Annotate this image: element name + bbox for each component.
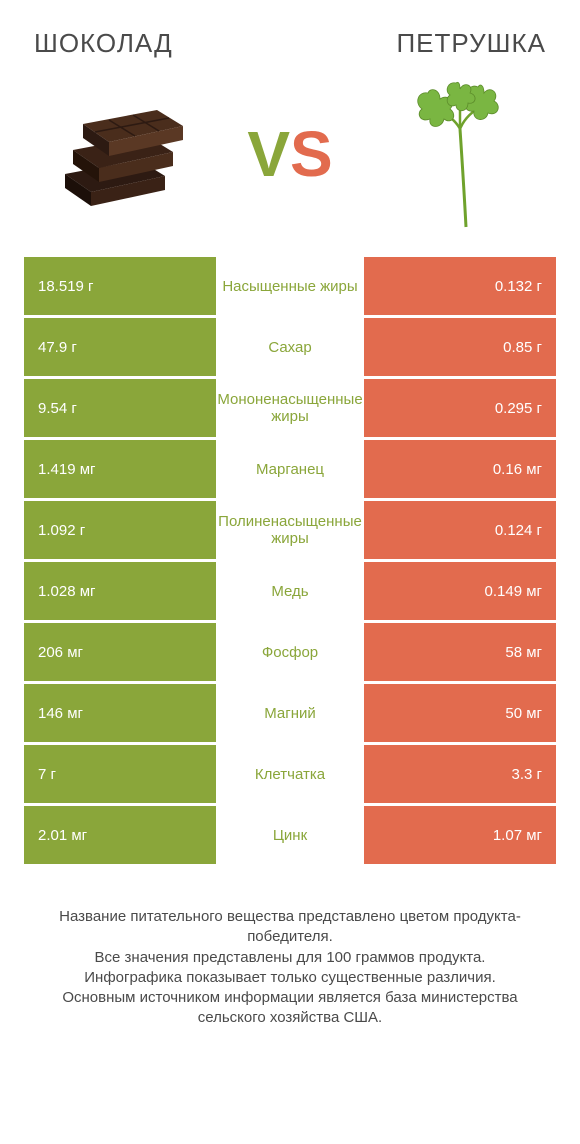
right-value-cell: 0.85 г	[364, 318, 556, 376]
right-value-cell: 3.3 г	[364, 745, 556, 803]
left-product-title: ШОКОЛАД	[34, 28, 173, 59]
nutrient-label-cell: Мононенасыщенные жиры	[216, 379, 365, 437]
table-row: 7 гКлетчатка3.3 г	[24, 745, 556, 803]
chocolate-image	[42, 79, 192, 229]
left-value-cell: 47.9 г	[24, 318, 216, 376]
right-value-cell: 0.16 мг	[364, 440, 556, 498]
comparison-table: 18.519 гНасыщенные жиры0.132 г47.9 гСаха…	[24, 257, 556, 867]
title-bar: ШОКОЛАД ПЕТРУШКА	[24, 20, 556, 75]
left-value-cell: 9.54 г	[24, 379, 216, 437]
table-row: 1.419 мгМарганец0.16 мг	[24, 440, 556, 498]
right-value-cell: 0.132 г	[364, 257, 556, 315]
left-value-cell: 146 мг	[24, 684, 216, 742]
nutrient-label-cell: Полиненасыщенные жиры	[216, 501, 365, 559]
footer-text: Название питательного вещества представл…	[24, 907, 556, 1029]
right-value-cell: 0.124 г	[364, 501, 556, 559]
footer-content: Название питательного вещества представл…	[59, 908, 521, 1026]
left-value-cell: 206 мг	[24, 623, 216, 681]
nutrient-label-cell: Насыщенные жиры	[216, 257, 365, 315]
table-row: 1.028 мгМедь0.149 мг	[24, 562, 556, 620]
nutrient-label-cell: Медь	[216, 562, 365, 620]
vs-s: S	[290, 118, 333, 190]
nutrient-label-cell: Цинк	[216, 806, 365, 864]
table-row: 206 мгФосфор58 мг	[24, 623, 556, 681]
nutrient-label-cell: Магний	[216, 684, 365, 742]
right-value-cell: 50 мг	[364, 684, 556, 742]
parsley-image	[388, 79, 538, 229]
right-product-title: ПЕТРУШКА	[396, 28, 546, 59]
left-value-cell: 1.419 мг	[24, 440, 216, 498]
right-value-cell: 58 мг	[364, 623, 556, 681]
vs-label: VS	[247, 117, 332, 191]
left-value-cell: 18.519 г	[24, 257, 216, 315]
nutrient-label-cell: Фосфор	[216, 623, 365, 681]
right-value-cell: 1.07 мг	[364, 806, 556, 864]
nutrient-label-cell: Марганец	[216, 440, 365, 498]
table-row: 2.01 мгЦинк1.07 мг	[24, 806, 556, 864]
table-row: 146 мгМагний50 мг	[24, 684, 556, 742]
vs-v: V	[247, 118, 290, 190]
right-value-cell: 0.149 мг	[364, 562, 556, 620]
left-value-cell: 2.01 мг	[24, 806, 216, 864]
table-row: 9.54 гМононенасыщенные жиры0.295 г	[24, 379, 556, 437]
right-value-cell: 0.295 г	[364, 379, 556, 437]
nutrient-label-cell: Клетчатка	[216, 745, 365, 803]
left-value-cell: 1.028 мг	[24, 562, 216, 620]
left-value-cell: 7 г	[24, 745, 216, 803]
table-row: 1.092 гПолиненасыщенные жиры0.124 г	[24, 501, 556, 559]
table-row: 47.9 гСахар0.85 г	[24, 318, 556, 376]
nutrient-label-cell: Сахар	[216, 318, 365, 376]
left-value-cell: 1.092 г	[24, 501, 216, 559]
table-row: 18.519 гНасыщенные жиры0.132 г	[24, 257, 556, 315]
hero-section: VS	[24, 75, 556, 257]
